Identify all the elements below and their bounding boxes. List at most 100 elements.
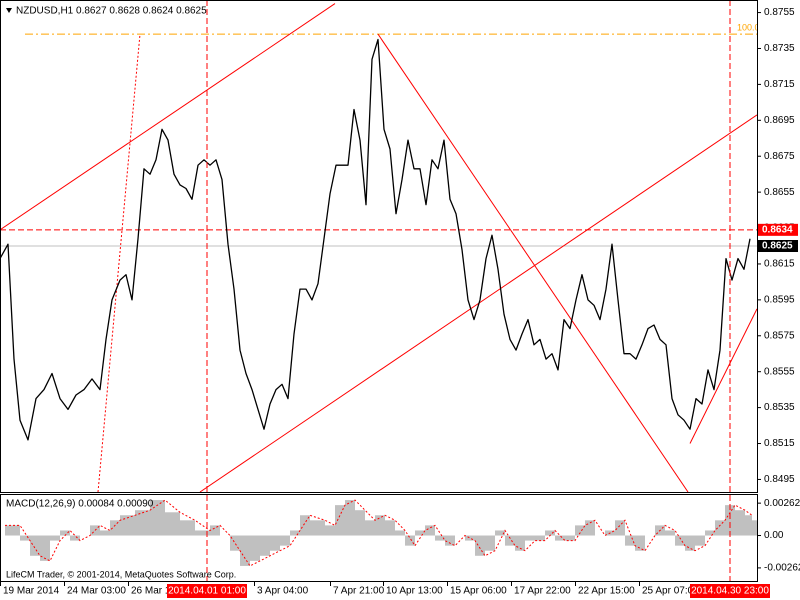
macd-bar — [545, 530, 555, 536]
x-tick-label: 24 Mar 03:00 — [67, 586, 126, 597]
macd-bar — [525, 535, 535, 541]
macd-bar — [290, 530, 300, 536]
macd-bar — [405, 535, 415, 546]
macd-bar — [90, 525, 100, 536]
macd-bar — [300, 515, 310, 536]
macd-plot — [5, 499, 757, 567]
macd-bar — [230, 535, 240, 551]
price-frame — [0, 0, 758, 493]
macd-bar — [705, 530, 715, 536]
macd-bar — [310, 520, 325, 536]
macd-bar — [150, 500, 165, 536]
x-tick-label: 19 Mar 2014 — [3, 586, 60, 597]
macd-bar — [745, 515, 752, 536]
macd-bar — [335, 505, 345, 536]
trend-line — [689, 308, 757, 444]
signal-line — [5, 499, 753, 567]
macd-bar — [120, 515, 135, 536]
y-tick-label: 0.8515 — [764, 438, 795, 449]
macd-bar — [715, 520, 725, 536]
price-tag-label: 0.8625 — [762, 241, 793, 252]
macd-bar — [180, 520, 195, 536]
macd-bar — [475, 535, 485, 556]
macd-bar — [415, 530, 425, 536]
y-tick-label: 0.8575 — [764, 330, 795, 341]
price-line — [0, 38, 751, 441]
trend-line — [97, 34, 141, 492]
y-tick-label: 0.8695 — [764, 115, 795, 126]
macd-bar — [555, 535, 565, 541]
x-tick-label: 10 Apr 13:00 — [386, 586, 443, 597]
macd-bar — [535, 535, 545, 541]
macd-bar — [100, 530, 110, 536]
v-line-tag — [167, 584, 247, 598]
x-tick-label: 15 Apr 06:00 — [450, 586, 507, 597]
y-tick-label: 0.8675 — [764, 151, 795, 162]
macd-bar — [385, 520, 395, 536]
trend-line — [377, 33, 689, 492]
macd-bar — [635, 535, 645, 551]
x-tick-label: 22 Apr 15:00 — [578, 586, 635, 597]
y-tick-label: 0.8655 — [764, 187, 795, 198]
macd-bar — [260, 535, 270, 556]
y-tick-label: 0.8615 — [764, 259, 795, 270]
macd-bar — [210, 525, 220, 536]
macd-bar — [435, 535, 445, 541]
macd-bar — [495, 530, 505, 536]
macd-frame — [0, 494, 758, 582]
macd-bar — [325, 525, 335, 536]
macd-bar — [465, 535, 475, 541]
macd-bar — [375, 515, 385, 536]
v-line-label: 2014.04.01 01:00 — [168, 586, 246, 597]
macd-bar — [685, 535, 695, 551]
macd-title: MACD(12,26,9) 0.00084 0.00090 — [6, 499, 154, 510]
macd-bar — [40, 535, 50, 561]
y-tick-label: 0.8535 — [764, 402, 795, 413]
chart-title: NZDUSD,H1 0.8627 0.8628 0.8624 0.8625 — [16, 6, 207, 17]
macd-bar — [575, 525, 585, 536]
price-plot: 100.0 — [0, 3, 757, 492]
y-tick-label: 0.8495 — [764, 474, 795, 485]
y-tick-label: 0.8715 — [764, 79, 795, 90]
y-tick-label: -0.00262 — [764, 563, 800, 574]
y-tick-label: 0.8555 — [764, 366, 795, 377]
macd-bar — [30, 535, 40, 556]
x-tick-label: 7 Apr 21:00 — [333, 586, 385, 597]
macd-bar — [505, 535, 515, 546]
macd-bar — [725, 505, 735, 536]
y-tick-label: 0.00 — [764, 530, 784, 541]
macd-bar — [585, 520, 595, 536]
price-tag — [758, 240, 798, 252]
macd-bar — [110, 520, 120, 536]
macd-bar — [345, 500, 355, 536]
copyright: LifeCM Trader, © 2001-2014, MetaQuotes S… — [6, 569, 236, 579]
x-tick-label: 26 Mar 1 — [131, 586, 171, 597]
macd-bar — [695, 535, 705, 546]
macd-bar — [70, 535, 80, 541]
x-tick-label: 25 Apr 07:0 — [642, 586, 694, 597]
x-tick-label: 3 Apr 04:00 — [257, 586, 309, 597]
macd-bar — [270, 535, 280, 551]
macd-bar — [485, 535, 495, 551]
v-line-tag — [690, 584, 770, 598]
macd-bar — [250, 535, 260, 561]
macd-bar — [365, 520, 375, 536]
macd-bar — [625, 535, 635, 546]
macd-bar — [752, 520, 757, 536]
macd-bar — [135, 510, 150, 536]
macd-bar — [395, 530, 405, 536]
y-tick-label: 0.8755 — [764, 7, 795, 18]
macd-bar — [5, 525, 20, 536]
macd-bar — [565, 535, 575, 541]
macd-bar — [445, 535, 455, 546]
symbol-icon — [6, 8, 12, 13]
macd-bar — [195, 530, 210, 536]
price-tag — [758, 223, 798, 236]
macd-bar — [675, 535, 685, 546]
macd-bar — [50, 535, 60, 541]
v-line-label: 2014.04.30 23:00 — [691, 586, 769, 597]
y-tick-label: 0.8735 — [764, 43, 795, 54]
